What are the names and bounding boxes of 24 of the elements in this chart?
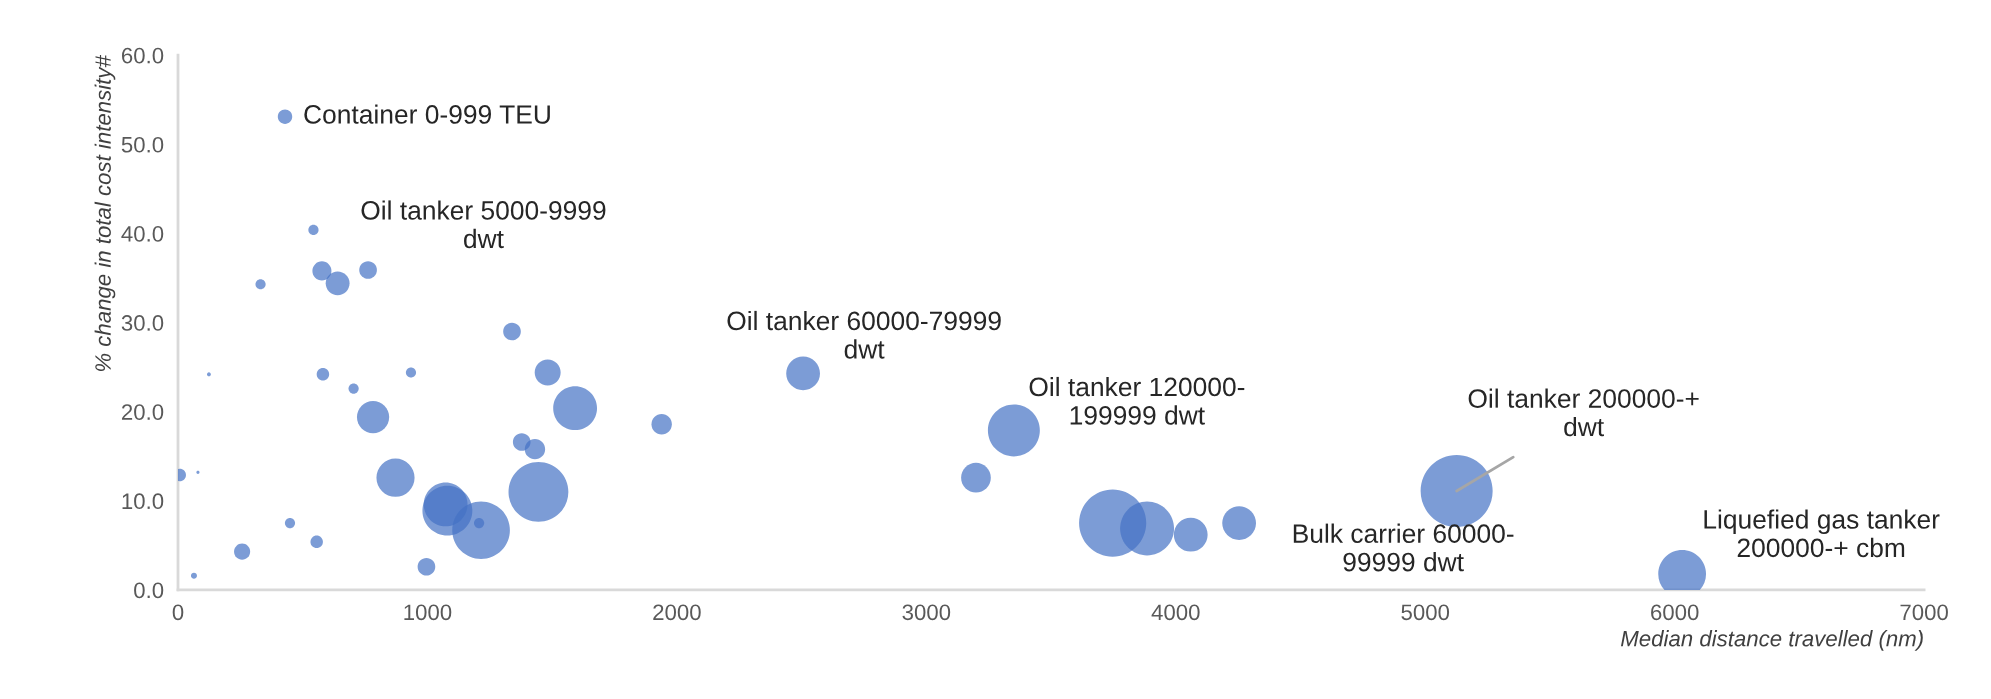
x-tick-label: 6000 [1651,604,1699,621]
annotation: Container 0-999 TEU [304,104,550,124]
x-tick-label: 7000 [1900,604,1948,621]
y-tick-label: 50.0 [121,136,164,153]
y-tick-label: 10.0 [122,493,164,510]
annotation: Oil tanker 5000-9999 dwt [361,200,606,249]
x-tick-label: 2000 [653,604,701,621]
y-tick-label: 30.0 [121,315,164,331]
y-axis-title: % change in total cost intensity# [94,54,116,372]
x-tick-label: 1000 [404,604,452,621]
y-tick-label: 60.0 [121,47,164,64]
x-axis-title: Median distance travelled (nm) [1620,630,1923,651]
y-tick-label: 40.0 [121,226,164,242]
y-tick-label: 0.0 [134,582,164,599]
annotation: Oil tanker 120000- 199999 dwt [1029,376,1245,425]
x-tick-label: 3000 [902,604,951,621]
annotation: Bulk carrier 60000- 99999 dwt [1293,523,1514,572]
x-tick-label: 5000 [1401,604,1450,621]
annotation: Liquefied gas tanker 200000-+ cbm [1704,509,1940,558]
x-tick-label: 0 [172,604,184,621]
x-tick-label: 4000 [1151,604,1200,621]
y-tick-label: 20.0 [121,404,164,420]
annotation: Oil tanker 60000-79999 dwt [727,310,1001,359]
annotation: Oil tanker 200000-+ dwt [1468,388,1699,437]
